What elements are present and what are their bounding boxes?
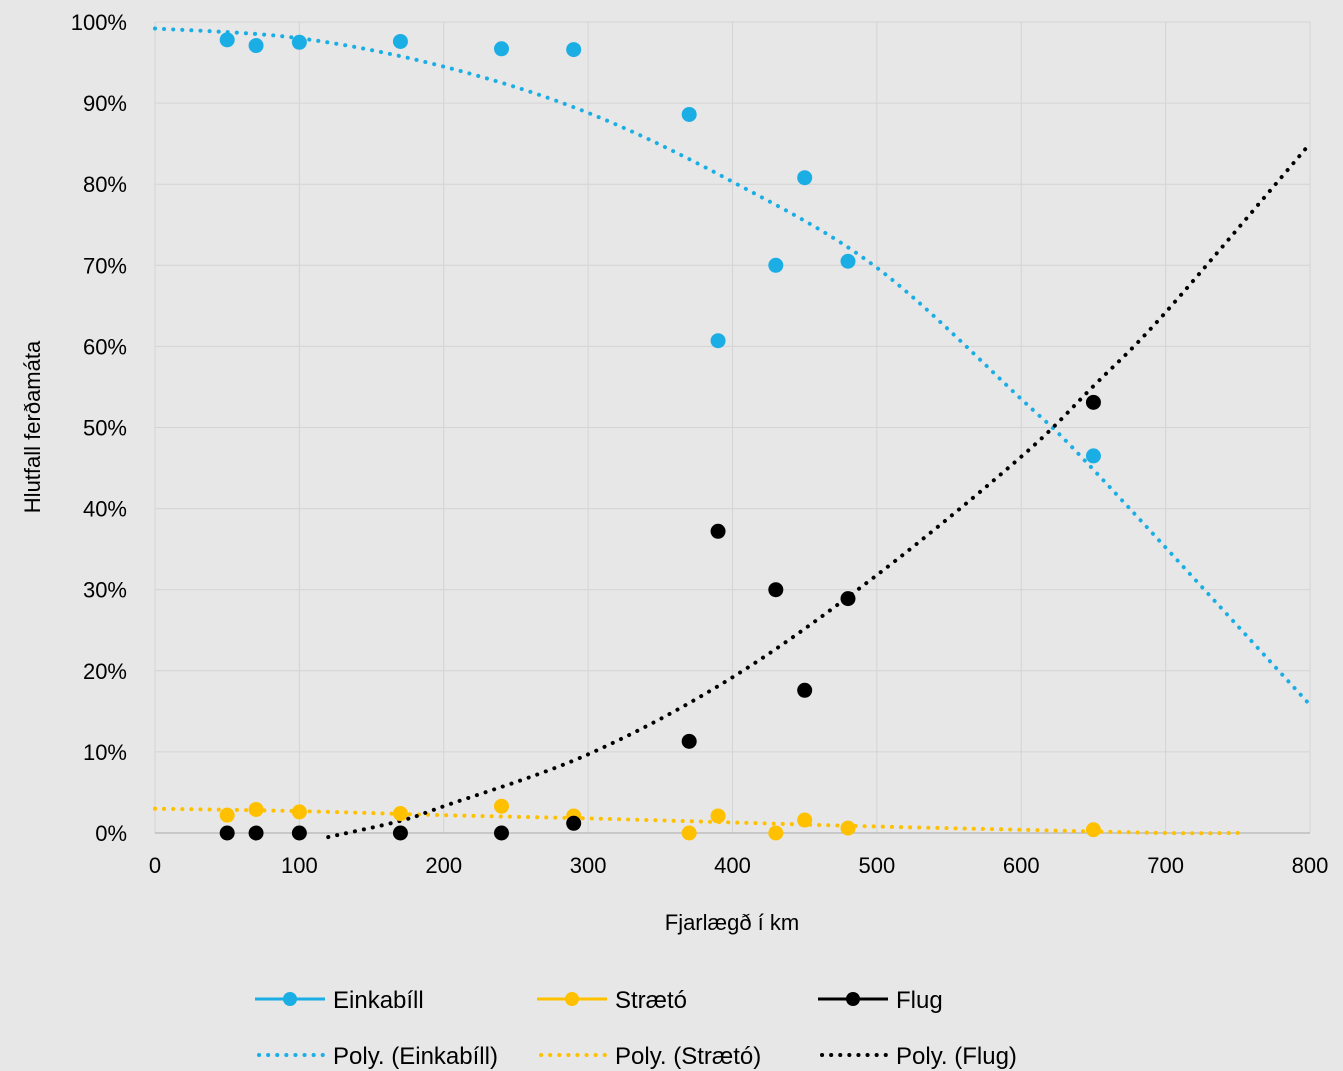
- x-tick-label: 700: [1147, 853, 1184, 878]
- legend-label-flug: Flug: [896, 987, 943, 1014]
- y-tick-label: 40%: [83, 497, 127, 522]
- data-point-einkabill: [681, 106, 697, 122]
- data-point-straeto: [248, 801, 264, 817]
- data-point-einkabill: [494, 41, 509, 57]
- x-tick-label: 100: [281, 853, 318, 878]
- y-tick-label: 0%: [95, 821, 127, 846]
- data-point-flug: [768, 582, 784, 598]
- trendline-einkabill: [153, 26, 1312, 707]
- x-tick-label: 500: [859, 853, 896, 878]
- data-point-straeto: [219, 807, 235, 823]
- y-tick-label: 90%: [83, 91, 127, 116]
- x-tick-label: 400: [714, 853, 751, 878]
- data-point-straeto: [710, 808, 726, 824]
- x-tick-label: 300: [570, 853, 607, 878]
- x-tick-label: 200: [425, 853, 462, 878]
- data-point-einkabill: [840, 253, 856, 269]
- x-axis-tick-labels: 0 100 200 300 400 500 600 700 800: [149, 853, 1328, 878]
- data-point-straeto: [681, 825, 697, 841]
- data-point-straeto: [768, 825, 784, 841]
- data-point-straeto: [291, 804, 307, 820]
- data-point-straeto: [392, 806, 408, 822]
- legend-label-poly-straeto: Poly. (Strætó): [615, 1043, 761, 1070]
- legend-label-poly-flug: Poly. (Flug): [896, 1043, 1017, 1070]
- legend-marker-einkabill: [283, 992, 297, 1006]
- data-points: [219, 32, 1101, 841]
- data-point-flug: [840, 591, 856, 607]
- data-point-flug: [681, 733, 697, 749]
- data-point-flug: [1085, 394, 1101, 410]
- data-point-flug: [797, 682, 813, 698]
- data-point-einkabill: [219, 32, 235, 48]
- y-axis-tick-labels: 0% 10% 20% 30% 40% 50% 60% 70% 80% 90% 100%: [71, 10, 127, 846]
- data-point-flug: [494, 825, 509, 841]
- data-point-einkabill: [768, 257, 784, 273]
- trendline-straeto: [153, 806, 1240, 836]
- y-axis-title: Hlutfall ferðamáta: [20, 340, 45, 513]
- data-point-flug: [219, 825, 235, 841]
- gridlines: [154, 21, 1311, 834]
- legend-label-poly-einkabill: Poly. (Einkabíll): [333, 1043, 498, 1070]
- data-point-flug: [392, 825, 408, 841]
- x-tick-label: 600: [1003, 853, 1040, 878]
- data-point-flug: [566, 815, 582, 831]
- legend-label-straeto: Strætó: [615, 987, 687, 1014]
- y-tick-label: 100%: [71, 10, 127, 35]
- data-point-einkabill: [1085, 448, 1101, 464]
- legend: Einkabíll Strætó Flug Poly. (Einkabíll) Poly…: [255, 987, 1017, 1070]
- x-axis-title: Fjarlægð í km: [665, 910, 799, 935]
- y-tick-label: 70%: [83, 253, 127, 278]
- y-tick-label: 20%: [83, 659, 127, 684]
- data-point-einkabill: [797, 170, 813, 186]
- y-tick-label: 30%: [83, 578, 127, 603]
- y-tick-label: 50%: [83, 416, 127, 441]
- data-point-straeto: [494, 798, 509, 814]
- data-point-einkabill: [566, 42, 582, 58]
- data-point-einkabill: [248, 38, 264, 54]
- data-point-straeto: [797, 812, 813, 828]
- y-tick-label: 60%: [83, 334, 127, 359]
- legend-marker-flug: [846, 992, 860, 1006]
- y-tick-label: 80%: [83, 172, 127, 197]
- data-point-einkabill: [710, 333, 726, 349]
- data-point-flug: [248, 825, 264, 841]
- x-tick-label: 0: [149, 853, 161, 878]
- data-point-straeto: [840, 820, 856, 836]
- legend-marker-straeto: [565, 992, 579, 1006]
- x-tick-label: 800: [1292, 853, 1329, 878]
- legend-label-einkabill: Einkabíll: [333, 987, 424, 1014]
- data-point-straeto: [1085, 822, 1101, 838]
- data-point-einkabill: [291, 34, 307, 50]
- data-point-einkabill: [392, 33, 408, 49]
- data-point-flug: [710, 523, 726, 539]
- data-point-flug: [291, 825, 307, 841]
- y-tick-label: 10%: [83, 740, 127, 765]
